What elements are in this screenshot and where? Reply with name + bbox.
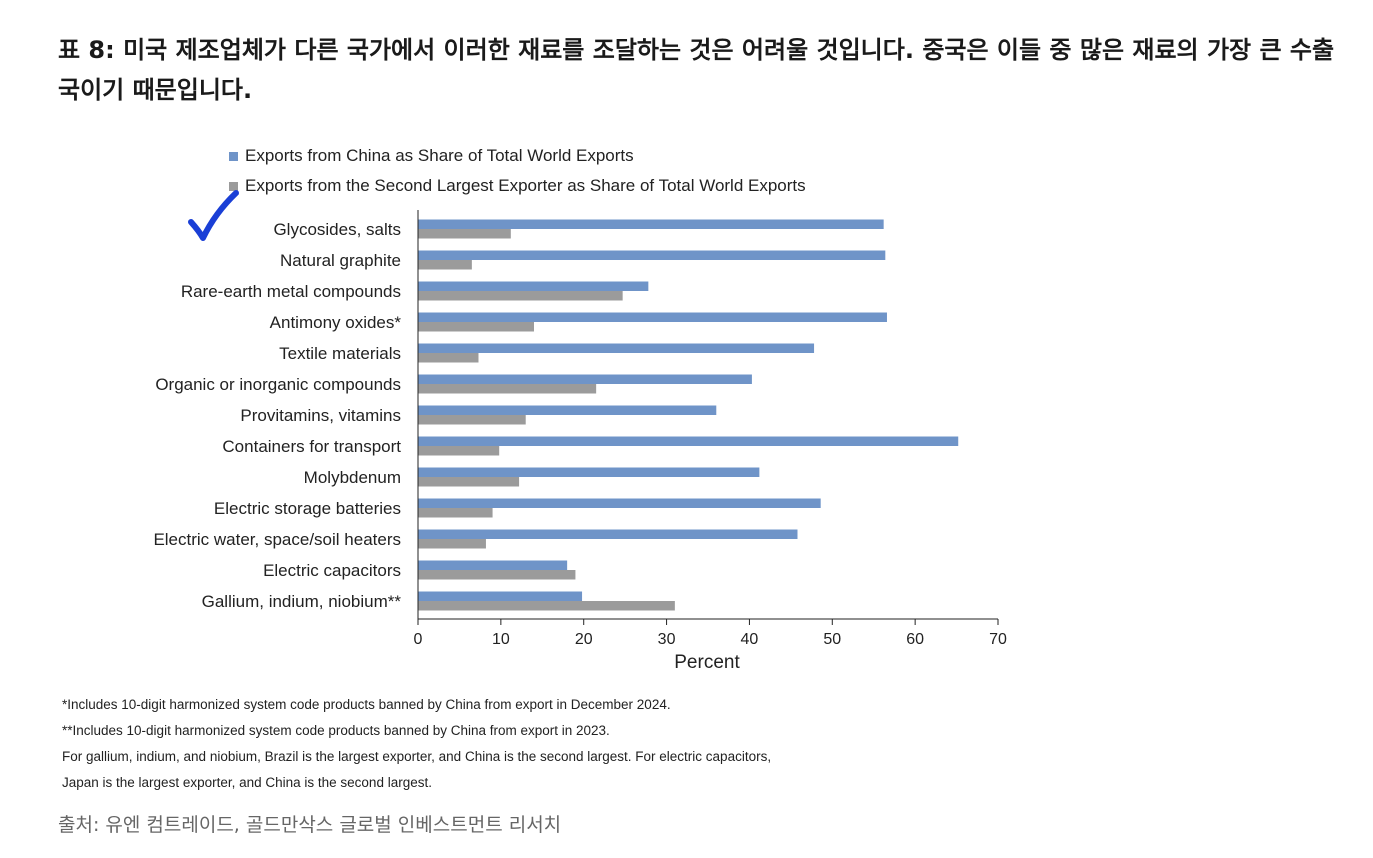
bar-second-exporter xyxy=(418,229,511,239)
category-label: Electric capacitors xyxy=(263,561,401,580)
bar-second-exporter xyxy=(418,260,472,270)
category-label: Gallium, indium, niobium** xyxy=(202,592,402,611)
category-label: Textile materials xyxy=(279,344,401,363)
bar-china xyxy=(418,312,887,322)
bar-china xyxy=(418,498,821,508)
category-label: Molybdenum xyxy=(304,468,401,487)
bar-second-exporter xyxy=(418,446,500,456)
x-tick-label: 60 xyxy=(906,631,924,648)
legend-label: Exports from the Second Largest Exporter… xyxy=(245,176,806,195)
x-tick-label: 10 xyxy=(492,631,510,648)
source-note: 출처: 유엔 컴트레이드, 골드만삭스 글로벌 인베스트먼트 리서치 xyxy=(58,814,562,836)
bar-china xyxy=(418,374,752,384)
legend-swatch xyxy=(229,152,238,161)
bars-group xyxy=(418,219,959,611)
category-labels: Glycosides, salts Natural graphite Rare-ea… xyxy=(153,220,401,611)
category-label: Provitamins, vitamins xyxy=(240,406,401,425)
bar-china xyxy=(418,529,798,539)
bar-china xyxy=(418,219,884,229)
x-tick-label: 30 xyxy=(658,631,676,648)
x-tick-label: 20 xyxy=(575,631,593,648)
bar-china xyxy=(418,250,886,260)
footnote: *Includes 10-digit harmonized system cod… xyxy=(62,697,671,712)
footnote: **Includes 10-digit harmonized system co… xyxy=(62,723,610,738)
x-tick-label: 70 xyxy=(989,631,1007,648)
x-axis-label: Percent xyxy=(674,652,740,673)
x-tick-label: 0 xyxy=(414,631,423,648)
footnotes: *Includes 10-digit harmonized system cod… xyxy=(62,692,1062,796)
category-label: Glycosides, salts xyxy=(273,220,401,239)
footnote: For gallium, indium, and niobium, Brazil… xyxy=(62,749,772,764)
x-tick-label: 50 xyxy=(823,631,841,648)
legend: Exports from China as Share of Total Wor… xyxy=(229,146,806,195)
footnote: Japan is the largest exporter, and China… xyxy=(62,775,432,790)
bar-china xyxy=(418,343,815,353)
bar-china xyxy=(418,591,583,601)
category-label: Electric storage batteries xyxy=(214,499,401,518)
bar-second-exporter xyxy=(418,415,526,425)
bar-second-exporter xyxy=(418,353,479,363)
checkmark-icon xyxy=(188,190,239,241)
bar-china xyxy=(418,560,568,570)
legend-label: Exports from China as Share of Total Wor… xyxy=(245,146,634,165)
category-label: Natural graphite xyxy=(280,251,401,270)
bar-second-exporter xyxy=(418,477,520,487)
x-axis: 0 10 20 30 40 50 60 70 Percent xyxy=(414,210,1007,673)
bar-china xyxy=(418,281,649,291)
bar-second-exporter xyxy=(418,508,493,518)
bar-china xyxy=(418,467,760,477)
category-label: Rare-earth metal compounds xyxy=(181,282,401,301)
page-title: 표 8: 미국 제조업체가 다른 국가에서 이러한 재료를 조달하는 것은 어려… xyxy=(58,36,1335,104)
x-tick-label: 40 xyxy=(741,631,759,648)
category-label: Organic or inorganic compounds xyxy=(155,375,401,394)
bar-china xyxy=(418,436,959,446)
bar-second-exporter xyxy=(418,322,534,332)
category-label: Electric water, space/soil heaters xyxy=(153,530,401,549)
checkmark-icon xyxy=(188,190,239,241)
category-label: Antimony oxides* xyxy=(270,313,402,332)
bar-chart: Exports from China as Share of Total Wor… xyxy=(153,146,1007,673)
bar-second-exporter xyxy=(418,384,597,394)
bar-second-exporter xyxy=(418,570,576,580)
category-label: Containers for transport xyxy=(222,437,401,456)
legend-swatch xyxy=(229,182,238,191)
bar-china xyxy=(418,405,717,415)
bar-second-exporter xyxy=(418,539,486,549)
bar-second-exporter xyxy=(418,601,675,611)
bar-second-exporter xyxy=(418,291,623,301)
